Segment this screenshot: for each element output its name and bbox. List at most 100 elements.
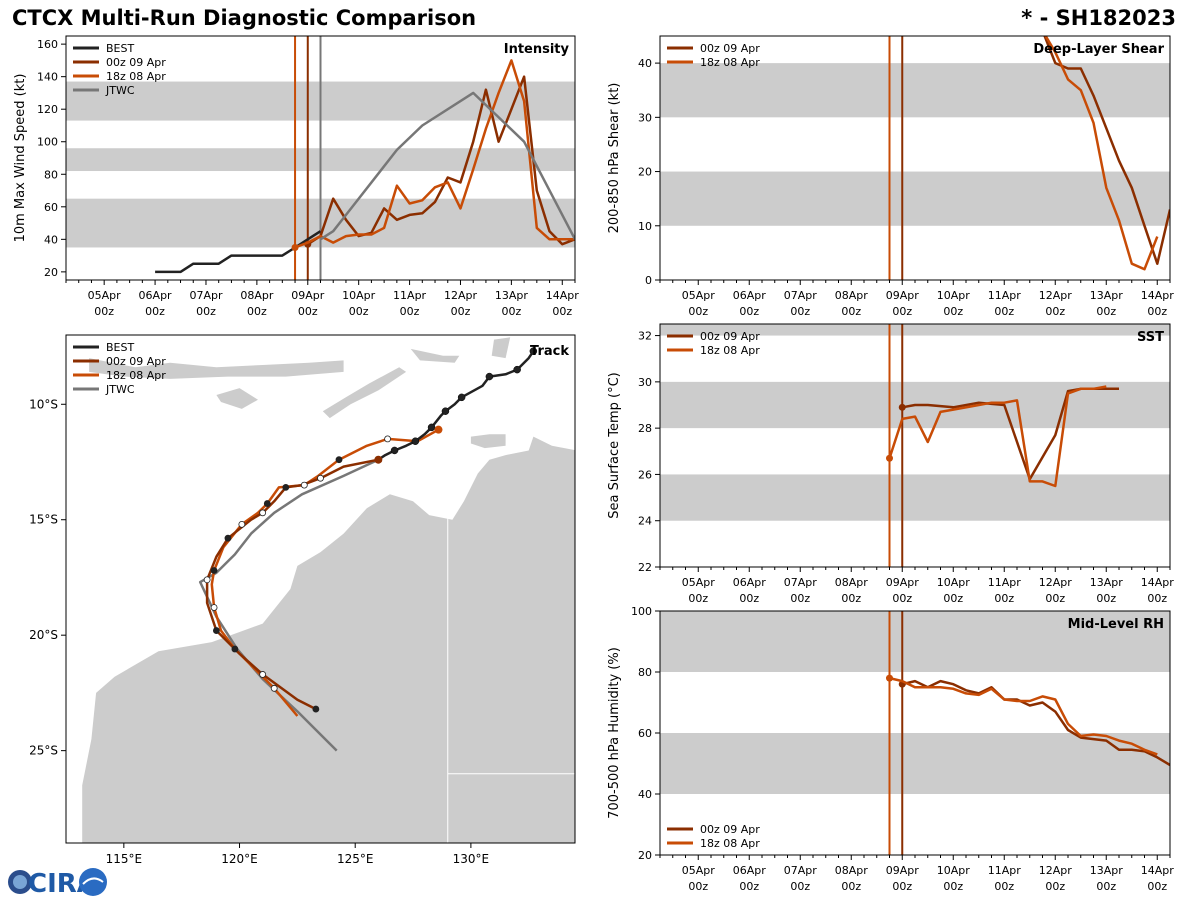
shaded-band	[660, 324, 1170, 336]
series-line	[889, 676, 1158, 756]
best-track-marker	[513, 365, 521, 374]
y-tick-label: 15°S	[29, 513, 58, 527]
x-tick-label: 115°E	[106, 852, 143, 866]
tanimbar-islands	[491, 337, 511, 359]
y-tick-label: 160	[37, 38, 58, 51]
series-line	[1044, 36, 1159, 271]
y-tick-label: 22	[638, 561, 652, 574]
timor-island	[322, 367, 407, 419]
y-tick-label: 10°S	[29, 397, 58, 411]
track-position-marker	[282, 483, 290, 491]
x-tick-label: 10Apr	[937, 289, 971, 302]
track-position-marker	[231, 645, 239, 653]
x-tick-label: 05Apr	[88, 289, 122, 302]
x-tick-sublabel: 00z	[739, 880, 759, 893]
sst-title: SST	[1137, 330, 1164, 345]
y-tick-label: 25°S	[29, 744, 58, 758]
x-tick-sublabel: 00z	[400, 305, 420, 318]
track-position-marker	[203, 576, 211, 584]
x-tick-sublabel: 00z	[196, 305, 216, 318]
best-track-marker	[411, 437, 420, 445]
map-layer	[82, 337, 575, 843]
best-track-marker	[457, 393, 466, 402]
x-tick-sublabel: 00z	[1147, 880, 1167, 893]
banda-islands	[410, 348, 460, 363]
shaded-band	[660, 474, 1170, 521]
x-tick-label: 13Apr	[1090, 289, 1124, 302]
track-position-marker	[335, 456, 343, 464]
y-tick-label: 80	[44, 168, 58, 181]
y-tick-label: 28	[638, 422, 652, 435]
track-line	[377, 350, 535, 461]
shear-panel: 0 10 20 30 40 05Apr 00z 06Apr 00z 07Apr 00z 08Apr 00…	[607, 35, 1174, 318]
track-position-marker	[384, 435, 391, 443]
y-tick-label: 32	[638, 330, 652, 343]
track-lines	[198, 347, 538, 752]
track-position-marker	[212, 627, 220, 634]
x-tick-sublabel: 00z	[1045, 305, 1065, 318]
x-tick-sublabel: 00z	[247, 305, 267, 318]
x-tick-sublabel: 00z	[943, 305, 963, 318]
y-tick-label: 20	[638, 166, 652, 179]
series-start-marker	[291, 243, 299, 251]
y-tick-label: 100	[37, 136, 58, 149]
x-tick-label: 06Apr	[733, 576, 767, 589]
track-position-marker	[263, 500, 271, 507]
y-tick-label: 26	[638, 468, 652, 481]
legend-label: BEST	[106, 341, 134, 354]
series-line	[294, 59, 575, 249]
series-line	[307, 75, 575, 246]
legend-label: 00z 09 Apr	[700, 42, 760, 55]
legend-label: 18z 08 Apr	[106, 70, 166, 83]
sst-ylabel: Sea Surface Temp (°C)	[607, 372, 622, 519]
x-tick-label: 11Apr	[393, 289, 427, 302]
lesser-sunda-islands	[89, 358, 344, 379]
shear-title: Deep-Layer Shear	[1033, 42, 1164, 57]
x-tick-sublabel: 00z	[790, 305, 810, 318]
legend-label: 18z 08 Apr	[700, 837, 760, 850]
x-tick-sublabel: 00z	[1147, 592, 1167, 605]
x-tick-sublabel: 00z	[790, 592, 810, 605]
storm-id: * - SH182023	[1021, 6, 1176, 30]
y-tick-label: 30	[638, 111, 652, 124]
x-tick-label: 14Apr	[546, 289, 580, 302]
x-tick-label: 13Apr	[495, 289, 529, 302]
best-track-marker	[427, 423, 436, 432]
x-tick-label: 09Apr	[291, 289, 325, 302]
series-start-marker	[898, 403, 906, 411]
x-tick-sublabel: 00z	[1096, 592, 1116, 605]
x-tick-label: 12Apr	[1039, 289, 1073, 302]
x-tick-label: 05Apr	[682, 864, 716, 877]
x-tick-sublabel: 00z	[841, 305, 861, 318]
shear-ylabel: 200-850 hPa Shear (kt)	[607, 83, 622, 234]
best-track-marker	[529, 347, 538, 355]
y-tick-label: 20	[44, 266, 58, 279]
track-position-marker	[210, 604, 218, 611]
melville-island	[470, 434, 506, 449]
track-position-marker	[224, 534, 232, 542]
intensity-title: Intensity	[504, 42, 570, 57]
x-tick-label: 10Apr	[342, 289, 376, 302]
x-tick-sublabel: 00z	[994, 592, 1014, 605]
rh-panel: 20 40 60 80 100 05Apr 00z 06Apr 00z 07Apr 00z 08Apr…	[607, 605, 1174, 893]
track-position-marker	[312, 705, 320, 713]
best-track-marker	[485, 372, 494, 381]
x-tick-sublabel: 00z	[451, 305, 471, 318]
x-tick-sublabel: 00z	[739, 305, 759, 318]
x-tick-label: 14Apr	[1141, 864, 1175, 877]
x-tick-sublabel: 00z	[892, 592, 912, 605]
x-tick-label: 10Apr	[937, 864, 971, 877]
x-tick-sublabel: 00z	[943, 592, 963, 605]
x-tick-label: 09Apr	[886, 289, 920, 302]
track-title: Track	[530, 344, 569, 359]
y-tick-label: 20	[638, 849, 652, 862]
x-tick-sublabel: 00z	[892, 880, 912, 893]
x-tick-label: 06Apr	[733, 289, 767, 302]
legend-label: 00z 09 Apr	[106, 56, 166, 69]
legend-label: 18z 08 Apr	[106, 369, 166, 382]
x-tick-label: 09Apr	[886, 864, 920, 877]
y-tick-label: 60	[638, 727, 652, 740]
x-tick-label: 12Apr	[444, 289, 478, 302]
x-tick-sublabel: 00z	[1096, 880, 1116, 893]
